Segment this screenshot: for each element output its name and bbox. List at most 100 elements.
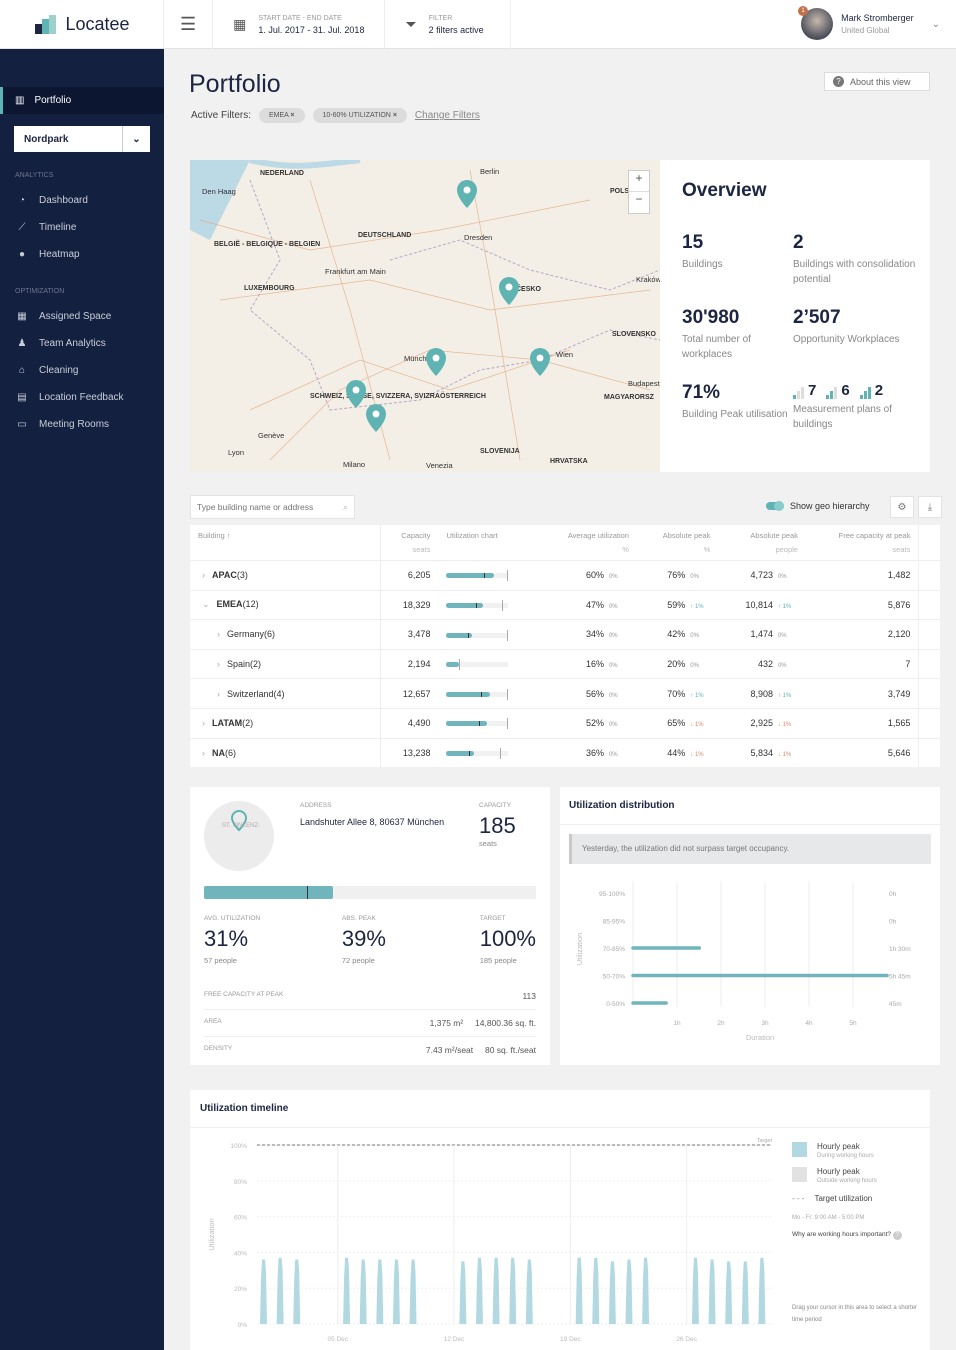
column-header[interactable]: Absolute peak people [718, 525, 806, 561]
sidebar-item-timeline[interactable]: ⟋ Timeline [0, 214, 164, 241]
chevron-right-icon[interactable]: › [202, 570, 205, 581]
map-pin-icon[interactable] [346, 380, 366, 408]
sidebar-item-cleaning[interactable]: ⌂ Cleaning [0, 357, 164, 384]
column-header[interactable]: Utilization chart [438, 525, 538, 561]
delta: ↓ 1% [777, 752, 792, 759]
question-icon: ? [892, 1231, 902, 1240]
metric-people: 185 people [479, 956, 517, 965]
timeline-chart[interactable]: 0% 20% 40% 60% 80% 100% Target 05 Dec 12 Dec 19 D… [190, 1128, 780, 1350]
column-header[interactable]: Absolute peak% [637, 525, 718, 561]
working-hours-help[interactable]: Why are working hours important? ? [792, 1231, 922, 1240]
assigned-space-icon: ▦ [17, 311, 27, 322]
map-label: NEDERLAND [260, 170, 304, 177]
sidebar-item-location-feedback[interactable]: ▤ Location Feedback [0, 384, 164, 411]
table-row[interactable]: › LATAM(2) 4,490 52% 0% 65% ↓ 1% 2,925 ↓ 1% 1,565 [190, 707, 940, 739]
column-header[interactable]: Building ↑ [190, 525, 381, 561]
timeline-legend: Hourly peak During working hours Hourly p… [792, 1142, 922, 1326]
value: 1,474 [750, 629, 773, 640]
column-header[interactable]: Average utilization% [538, 525, 637, 561]
overview-panel: Overview 15 Buildings 2 Buildings with cons… [660, 160, 930, 472]
chevron-right-icon[interactable]: › [202, 718, 205, 729]
toggle-switch[interactable] [766, 501, 784, 511]
map-pin-icon[interactable] [426, 348, 446, 376]
metric-people: 72 people [341, 956, 375, 965]
table-row[interactable]: › Germany(6) 3,478 34% 0% 42% 0% 1,474 0% 2,120 [190, 619, 940, 650]
gear-icon: ⚙ [897, 502, 907, 513]
header-label: Free capacity at peak [838, 531, 911, 540]
zoom-out-button[interactable]: − [635, 192, 643, 206]
zoom-in-button[interactable]: + [629, 171, 649, 192]
metric-label: AVG. UTILIZATION [204, 915, 261, 922]
header-label: Capacity [401, 531, 431, 540]
sidebar-item-dashboard[interactable]: ◔ Dashboard [0, 187, 164, 214]
utilization-chart-cell [438, 589, 539, 620]
chevron-right-icon[interactable]: › [217, 659, 220, 670]
free-capacity-cell: 1,482 [805, 560, 920, 591]
utilization-mini-bar [446, 688, 509, 700]
table-row[interactable]: › APAC(3) 6,205 60% 0% 76% 0% 4,723 0% 1,482 [190, 560, 940, 591]
delta: ↓ 1% [690, 722, 704, 729]
date-range-picker[interactable]: ▦ START DATE - END DATE 1. Jul. 2017 - 31… [213, 0, 386, 49]
row-name: Germany [227, 629, 265, 640]
map-label: Lyon [228, 448, 244, 457]
address-value: Landshuter Allee 8, 80637 München [300, 817, 445, 827]
user-menu[interactable]: 1 Mark Stromberger United Global ⌄ [798, 6, 940, 40]
about-view-button[interactable]: ? About this view [824, 72, 930, 91]
avg-cell: 52% 0% [538, 707, 637, 739]
chevron-right-icon[interactable]: › [217, 688, 220, 699]
search-input[interactable] [197, 502, 332, 512]
sidebar-item-meeting-rooms[interactable]: ▭ Meeting Rooms [0, 411, 164, 438]
row-count: (12) [242, 599, 259, 610]
sidebar-item-heatmap[interactable]: ● Heatmap [0, 241, 164, 268]
delta: ↑ 1% [777, 692, 792, 699]
filter-chip-utilization[interactable]: 10-60% UTILIZATION × [312, 108, 407, 123]
free-capacity-label: FREE CAPACITY AT PEAK [204, 991, 284, 998]
geo-hierarchy-toggle[interactable]: Show geo hierarchy [766, 501, 870, 511]
overview-stat: 2 Buildings with consolidation potential [793, 232, 923, 287]
utilization-mini-bar [446, 718, 509, 730]
download-button[interactable]: ⤓ [918, 496, 942, 518]
row-name: Switzerland [227, 688, 274, 699]
building-search[interactable]: ⌕ [190, 495, 355, 519]
column-header[interactable]: Free capacity at peak seats [805, 525, 920, 561]
date-label: START DATE - END DATE [258, 14, 342, 22]
change-filters-link[interactable]: Change Filters [414, 110, 480, 121]
close-icon[interactable]: × [392, 112, 397, 119]
avg-cell: 60% 0% [538, 560, 637, 591]
map-pin-icon[interactable] [530, 348, 550, 376]
x-tick-label: 05 Dec [327, 1336, 348, 1343]
sidebar-item-team-analytics[interactable]: ♟ Team Analytics [0, 330, 164, 357]
map-canvas[interactable]: NEDERLAND Den Haag Berlin POLS DEUTSCHLAND Dr… [190, 160, 660, 472]
map-pin-icon[interactable] [457, 180, 477, 208]
chevron-right-icon[interactable]: › [202, 748, 205, 759]
filter-chip-emea[interactable]: EMEA × [259, 108, 305, 123]
menu-button[interactable]: ☰ [164, 0, 214, 49]
table-row[interactable]: › Switzerland(4) 12,657 56% 0% 70% ↑ 1% 8,908 ↑ … [190, 678, 940, 709]
metric-label: TARGET [479, 915, 506, 922]
free-capacity-cell: 5,876 [805, 589, 920, 620]
sidebar-item-portfolio[interactable]: ▥ Portfolio [0, 87, 164, 114]
chevron-down-icon[interactable]: ⌄ [202, 599, 210, 610]
map-pin-icon [230, 809, 248, 832]
table-row[interactable]: › Spain(2) 2,194 16% 0% 20% 0% 432 0% 7 [190, 648, 940, 679]
table-row[interactable]: ⌄ EMEA(12) 18,329 47% 0% 59% ↑ 1% 10,814 ↑ 1% 5,8… [190, 589, 940, 620]
sidebar-item-label: Timeline [39, 222, 77, 233]
timeline-bar [592, 1257, 600, 1324]
map-pin-icon[interactable] [499, 277, 519, 305]
table-row[interactable]: › NA(6) 13,238 36% 0% 44% ↓ 1% 5,834 ↓ 1% 5,646 [190, 737, 940, 768]
close-icon[interactable]: × [290, 112, 295, 119]
map-pin-icon[interactable] [366, 404, 386, 432]
stat-label: Total number of workplaces [682, 334, 751, 360]
timeline-bar [625, 1259, 633, 1324]
settings-button[interactable]: ⚙ [890, 496, 914, 518]
utilization-mini-bar [446, 659, 509, 671]
logo[interactable]: Locatee [0, 0, 164, 48]
timeline-bar [293, 1259, 301, 1324]
help-link[interactable]: Why are working hours important? [792, 1231, 891, 1238]
chevron-right-icon[interactable]: › [217, 629, 220, 640]
column-header[interactable]: Capacity seats [380, 525, 438, 561]
filter-button[interactable]: ⏷ FILTER 2 filters active [385, 0, 512, 49]
map[interactable]: NEDERLAND Den Haag Berlin POLS DEUTSCHLAND Dr… [190, 160, 660, 472]
sidebar-item-assigned-space[interactable]: ▦ Assigned Space [0, 303, 164, 330]
location-select[interactable]: Nordpark ⌄ [14, 126, 150, 152]
